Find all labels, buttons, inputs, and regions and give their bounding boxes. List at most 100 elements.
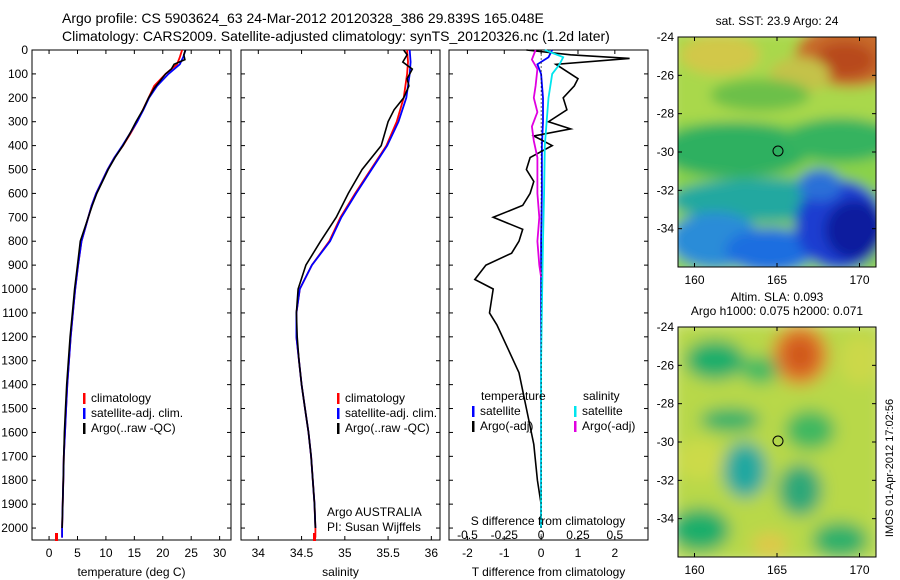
sla-field <box>678 327 876 557</box>
x-tick-label: 36 <box>425 546 439 560</box>
top-tick-label: -0.5 <box>457 528 478 542</box>
x-tick-label: 30 <box>213 546 227 560</box>
map-y-tick-label: -24 <box>657 320 675 334</box>
difference-panel: -2 -1 0 1 2 T difference from climatology S di… <box>448 49 649 579</box>
y-tick-label: 1900 <box>1 497 28 511</box>
legend-label: satellite-adj. clim. <box>345 406 437 420</box>
legend-swatch <box>337 423 340 434</box>
map-x-tick-label: 165 <box>767 563 787 577</box>
map-y-tick-label: -32 <box>657 183 675 197</box>
sst-map-title: sat. SST: 23.9 Argo: 24 <box>716 14 839 28</box>
x-axis-label: temperature (deg C) <box>77 565 185 579</box>
map-y-tick-label: -32 <box>657 473 675 487</box>
x-tick-label: 34.5 <box>290 546 314 560</box>
salinity-panel: 34 34.5 35 35.5 36 salinity climatologysatelli… <box>240 49 441 579</box>
sst-argo-marker <box>772 145 784 157</box>
series-line <box>61 49 187 529</box>
x-tick-label: 0 <box>538 546 545 560</box>
legend-swatch <box>337 393 340 404</box>
legend-swatch <box>83 393 86 404</box>
y-tick-label: 600 <box>8 186 28 200</box>
imos-timestamp-text: IMOS 01-Apr-2012 17:02:56 <box>884 398 896 538</box>
legend-label: climatology <box>345 391 405 405</box>
legend-swatch <box>472 421 475 432</box>
y-tick-label: 1800 <box>1 473 28 487</box>
legend-swatch <box>574 421 577 432</box>
legend-swatch <box>472 406 475 417</box>
y-tick-label: 1500 <box>1 402 28 416</box>
x-tick-label: 5 <box>74 546 81 560</box>
legend-label: satellite <box>582 404 623 418</box>
y-tick-label: 900 <box>8 258 28 272</box>
y-tick-label: 2000 <box>1 521 28 535</box>
sla-map-title-line2: Argo h1000: 0.075 h2000: 0.071 <box>691 304 863 318</box>
y-tick-label: 1100 <box>2 306 28 320</box>
plot-frame <box>31 49 232 541</box>
x-tick-label: 34 <box>252 546 266 560</box>
y-tick-label: 1300 <box>1 354 28 368</box>
x-tick-label: -1 <box>499 546 510 560</box>
x-tick-label: 15 <box>128 546 142 560</box>
sst-field <box>678 37 876 267</box>
x-axis-label: T difference from climatology <box>472 565 626 579</box>
legend-label: Argo(..raw -QC) <box>91 421 176 435</box>
legend-swatch <box>337 408 340 419</box>
x-tick-label: 2 <box>611 546 618 560</box>
y-tick-label: 100 <box>8 67 28 81</box>
climatology-bottom-marker <box>313 533 316 541</box>
y-tick-label: 1400 <box>1 378 28 392</box>
legend-swatch <box>83 408 86 419</box>
x-tick-label: 20 <box>156 546 170 560</box>
x-tick-label: 0 <box>46 546 53 560</box>
y-tick-label: 800 <box>8 234 28 248</box>
legend-swatch <box>574 406 577 417</box>
series-line <box>530 49 542 278</box>
map-y-tick-label: -28 <box>657 397 675 411</box>
legend-label: climatology <box>91 391 151 405</box>
y-tick-label: 200 <box>8 91 28 105</box>
plot-title-line2: Climatology: CARS2009. Satellite-adjuste… <box>62 28 610 44</box>
sla-map-title-line1: Altim. SLA: 0.093 <box>731 290 824 304</box>
x-tick-label: 10 <box>99 546 113 560</box>
y-tick-label: 700 <box>8 210 28 224</box>
sla-map-panel: Altim. SLA: 0.093 Argo h1000: 0.075 h200… <box>657 290 877 577</box>
map-x-tick-label: 160 <box>684 563 704 577</box>
map-y-tick-label: -26 <box>657 358 675 372</box>
top-tick-label: -0.25 <box>491 528 519 542</box>
series-line <box>540 49 565 528</box>
y-tick-label: 300 <box>8 115 28 129</box>
climatology-bottom-marker <box>55 533 58 541</box>
map-x-tick-label: 170 <box>849 563 869 577</box>
y-tick-label: 1700 <box>1 449 28 463</box>
y-tick-label: 0 <box>21 43 28 57</box>
y-tick-label: 1600 <box>1 425 28 439</box>
y-tick-label: 500 <box>8 163 28 177</box>
temperature-panel: 0100200300400500600700800900100011001200… <box>1 43 232 579</box>
map-y-tick-label: -28 <box>657 107 675 121</box>
series-line <box>473 49 630 528</box>
series-line <box>61 49 183 538</box>
map-y-tick-label: -30 <box>657 145 675 159</box>
legend-title-salinity: salinity <box>583 389 620 403</box>
map-x-tick-label: 170 <box>849 273 869 287</box>
legend-label: satellite-adj. clim. <box>91 406 183 420</box>
x-axis-label: salinity <box>322 565 359 579</box>
legend-swatch <box>83 423 86 434</box>
sla-argo-marker <box>772 435 784 447</box>
credit-line-1: Argo AUSTRALIA <box>327 505 422 519</box>
map-x-tick-label: 165 <box>767 273 787 287</box>
plot-frame <box>448 49 649 541</box>
series-line <box>295 49 409 538</box>
series-line <box>295 49 414 529</box>
map-y-tick-label: -34 <box>657 512 675 526</box>
credit-line-2: PI: Susan Wijffels <box>327 520 421 534</box>
map-y-tick-label: -26 <box>657 68 675 82</box>
x-tick-label: -2 <box>462 546 473 560</box>
imos-timestamp-label: IMOS 01-Apr-2012 17:02:56 <box>882 388 898 548</box>
x-tick-label: 35 <box>338 546 352 560</box>
top-axis-label: S difference from climatology <box>471 514 626 528</box>
legend-label: Argo(-adj) <box>480 419 533 433</box>
map-y-tick-label: -24 <box>657 30 675 44</box>
y-tick-label: 1200 <box>1 330 28 344</box>
